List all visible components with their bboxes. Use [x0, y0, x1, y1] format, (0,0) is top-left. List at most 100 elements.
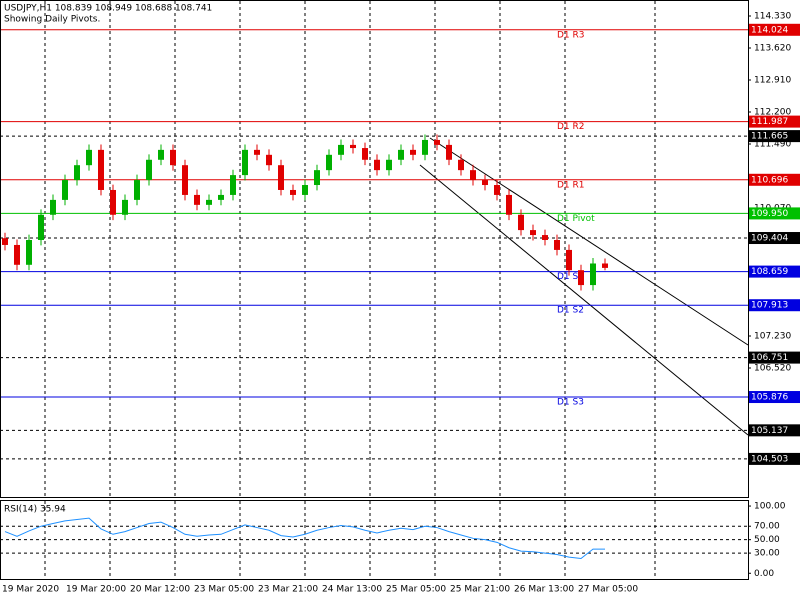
price-box-label: 105.137 [751, 426, 788, 436]
y-tick-label: 113.620 [754, 44, 791, 54]
rsi-line [4, 517, 606, 560]
candle-body [218, 194, 224, 200]
candle-body [590, 263, 596, 286]
x-tick-label: 19 Mar 20:00 [66, 585, 126, 595]
candle-body [26, 240, 32, 265]
pivot-name: D1 S3 [557, 398, 584, 408]
rsi-panel: 100.00 70.00 50.00 30.00 0.00 [0, 502, 786, 579]
price-box-label: 108.659 [751, 267, 788, 277]
price-panel: 114.330113.620112.910112.200111.490110.0… [0, 12, 800, 595]
price-box-label: 111.987 [751, 117, 788, 127]
x-tick-label: 19 Mar 2020 [2, 585, 59, 595]
price-box-label: 107.913 [751, 301, 788, 311]
candle-body [2, 238, 8, 245]
candle-body [386, 159, 392, 171]
rsi-frame [0, 500, 749, 580]
price-box-label: 105.876 [751, 393, 788, 403]
candle-body [110, 189, 116, 215]
candle-body [134, 180, 140, 200]
candle-body [242, 149, 248, 176]
candle-body [314, 170, 320, 186]
candle-body [290, 189, 296, 195]
x-tick-label: 25 Mar 05:00 [386, 585, 446, 595]
candle-body [254, 149, 260, 155]
candle-body [266, 154, 272, 166]
x-tick-label: 23 Mar 05:00 [194, 585, 254, 595]
price-box [748, 207, 800, 220]
x-tick-label: 25 Mar 21:00 [450, 585, 510, 595]
candle-body [362, 148, 368, 160]
price-box [748, 452, 800, 465]
candle-body [518, 214, 524, 231]
candle-body [206, 199, 212, 205]
pivot-name: D1 R1 [557, 180, 585, 190]
y-tick-label: 112.910 [754, 76, 791, 86]
candle-body [182, 165, 188, 195]
price-box [748, 391, 800, 404]
candle-body [458, 159, 464, 171]
price-box [748, 232, 800, 245]
candle-body [566, 249, 572, 271]
candle-body [434, 139, 440, 145]
candle-body [194, 194, 200, 205]
candle-body [14, 244, 20, 265]
candle-body [350, 144, 356, 149]
candle-body [170, 149, 176, 166]
candle-body [50, 199, 56, 215]
price-box [748, 299, 800, 312]
candle-body [338, 144, 344, 155]
x-tick-label: 20 Mar 12:00 [130, 585, 190, 595]
chart-subtitle: Showing Daily Pivots. [4, 15, 100, 25]
candle-body [602, 263, 608, 268]
candle-body [446, 144, 452, 160]
candle-body [398, 149, 404, 160]
candle-body [146, 159, 152, 181]
price-box-label: 111.665 [751, 132, 788, 142]
x-tick-label: 26 Mar 13:00 [514, 585, 574, 595]
trend-line [429, 137, 749, 346]
candle-body [62, 180, 68, 200]
chart-title: USDJPY,H1 108.839 108.949 108.688 108.74… [4, 4, 212, 14]
price-box [748, 265, 800, 278]
price-box [748, 130, 800, 143]
candle-body [158, 149, 164, 160]
candle-body [542, 235, 548, 241]
pivot-name: D1 Pivot [557, 214, 595, 224]
candle-body [98, 149, 104, 190]
y-tick-label: 106.520 [754, 364, 791, 374]
x-tick-label: 27 Mar 05:00 [578, 585, 638, 595]
y-tick-label: 0.00 [754, 569, 774, 579]
rsi-title: RSI(14) 35.94 [4, 505, 66, 515]
y-tick-label: 107.230 [754, 332, 791, 342]
pivot-name: D1 R2 [557, 122, 585, 132]
x-tick-label: 23 Mar 21:00 [258, 585, 318, 595]
candle-body [422, 139, 428, 155]
y-tick-label: 70.00 [754, 522, 780, 532]
pivot-name: D1 S1 [557, 272, 584, 282]
price-box [748, 351, 800, 364]
y-tick-label: 112.200 [754, 108, 791, 118]
price-box-label: 106.751 [751, 353, 788, 363]
candle-body [278, 165, 284, 190]
y-tick-label: 114.330 [754, 12, 791, 22]
candle-body [374, 159, 380, 171]
candle-body [86, 149, 92, 166]
candle-body [74, 165, 80, 181]
y-tick-label: 100.00 [754, 502, 786, 512]
candle-body [530, 230, 536, 236]
candle-body [554, 240, 560, 250]
y-tick-label: 50.00 [754, 535, 780, 545]
candle-body [506, 194, 512, 215]
x-tick-label: 24 Mar 13:00 [322, 585, 382, 595]
candle-body [38, 214, 44, 241]
candle-body [326, 154, 332, 171]
candle-body [578, 270, 584, 286]
candle-body [302, 185, 308, 195]
trend-line [419, 164, 749, 436]
candle-body [230, 175, 236, 195]
price-box-label: 114.024 [751, 25, 788, 35]
price-box [748, 424, 800, 437]
price-box-label: 110.696 [751, 175, 788, 185]
